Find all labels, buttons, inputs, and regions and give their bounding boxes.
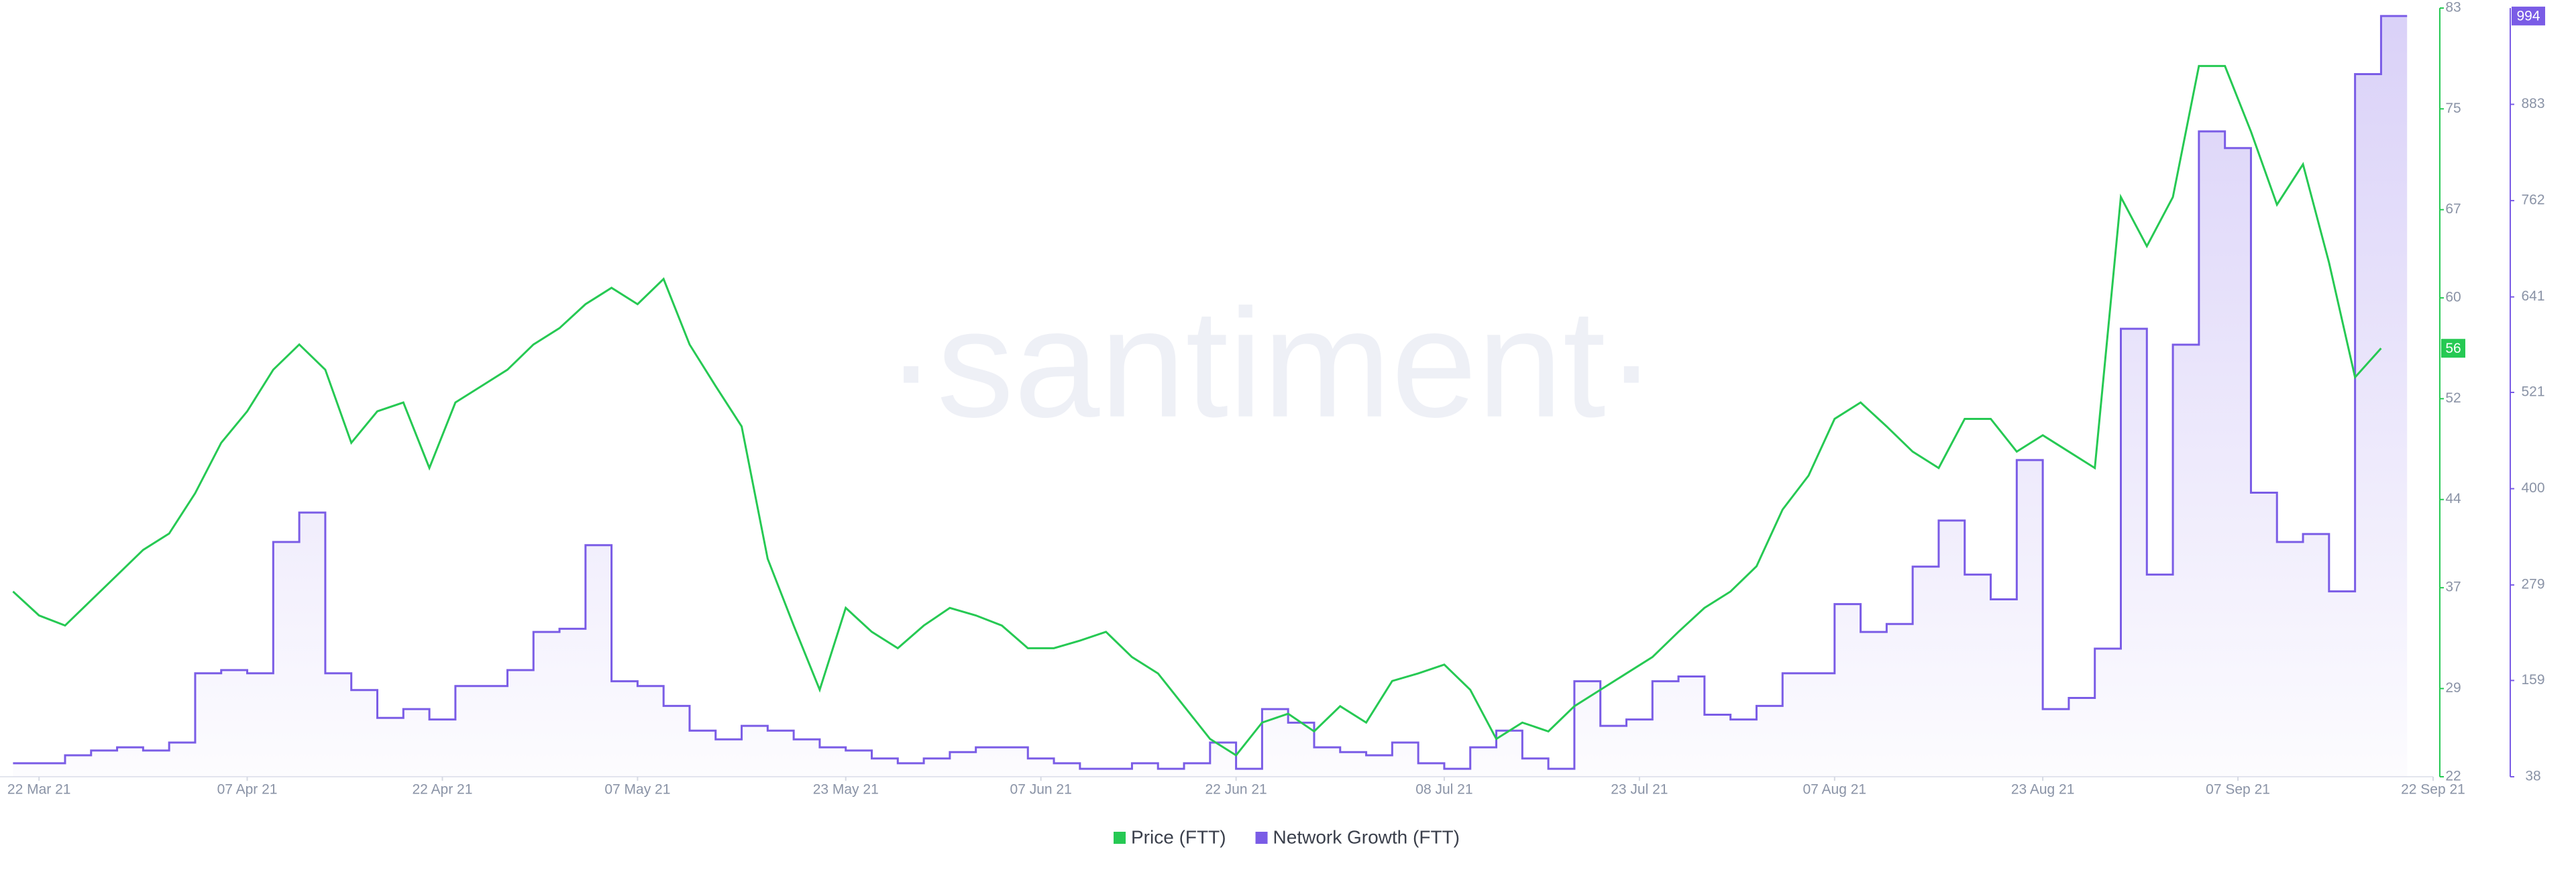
- y-tick-label: 44: [2445, 491, 2461, 506]
- price-badge-label: 56: [2445, 341, 2461, 356]
- y-tick-label: 83: [2445, 0, 2461, 15]
- x-tick-label: 22 Apr 21: [413, 782, 473, 798]
- x-tick-label: 07 Aug 21: [1803, 782, 1867, 798]
- x-tick-label: 23 Jul 21: [1611, 782, 1668, 798]
- x-tick-label: 22 Mar 21: [7, 782, 71, 798]
- x-tick-label: 23 Aug 21: [2011, 782, 2075, 798]
- x-tick-label: 07 Sep 21: [2206, 782, 2270, 798]
- y2-tick-label: 883: [2521, 96, 2544, 111]
- y2-tick-label: 641: [2521, 288, 2544, 304]
- y2-tick-label: 762: [2521, 193, 2544, 208]
- y-tick-label: 52: [2445, 390, 2461, 406]
- y2-tick-label: 400: [2521, 480, 2544, 496]
- y-tick-label: 75: [2445, 101, 2461, 116]
- x-tick-label: 23 May 21: [813, 782, 879, 798]
- x-tick-label: 07 Apr 21: [217, 782, 278, 798]
- legend-label: Price (FTT): [1131, 826, 1226, 847]
- y-tick-label: 29: [2445, 680, 2461, 696]
- y-tick-label: 37: [2445, 580, 2461, 595]
- x-tick-label: 07 May 21: [604, 782, 670, 798]
- y-tick-label: 22: [2445, 769, 2461, 784]
- network-line: [13, 15, 2408, 770]
- y2-tick-label: 38: [2525, 769, 2540, 784]
- legend-swatch: [1114, 832, 1126, 844]
- watermark: ·santiment·: [885, 277, 1657, 449]
- x-tick-label: 22 Jun 21: [1205, 782, 1267, 798]
- y2-tick-label: 521: [2521, 384, 2544, 400]
- legend-swatch: [1255, 832, 1268, 844]
- y-tick-label: 60: [2445, 290, 2461, 305]
- x-tick-label: 22 Sep 21: [2401, 782, 2465, 798]
- x-tick-label: 07 Jun 21: [1010, 782, 1072, 798]
- legend-label: Network Growth (FTT): [1273, 826, 1460, 847]
- price-line: [12, 64, 2382, 757]
- y2-tick-label: 159: [2521, 672, 2544, 688]
- y2-tick-label: 279: [2521, 577, 2544, 592]
- network-badge: [2512, 6, 2545, 25]
- price-badge: [2441, 339, 2465, 358]
- y-tick-label: 67: [2445, 201, 2461, 217]
- network-badge-label: 994: [2516, 8, 2540, 23]
- x-tick-label: 08 Jul 21: [1415, 782, 1472, 798]
